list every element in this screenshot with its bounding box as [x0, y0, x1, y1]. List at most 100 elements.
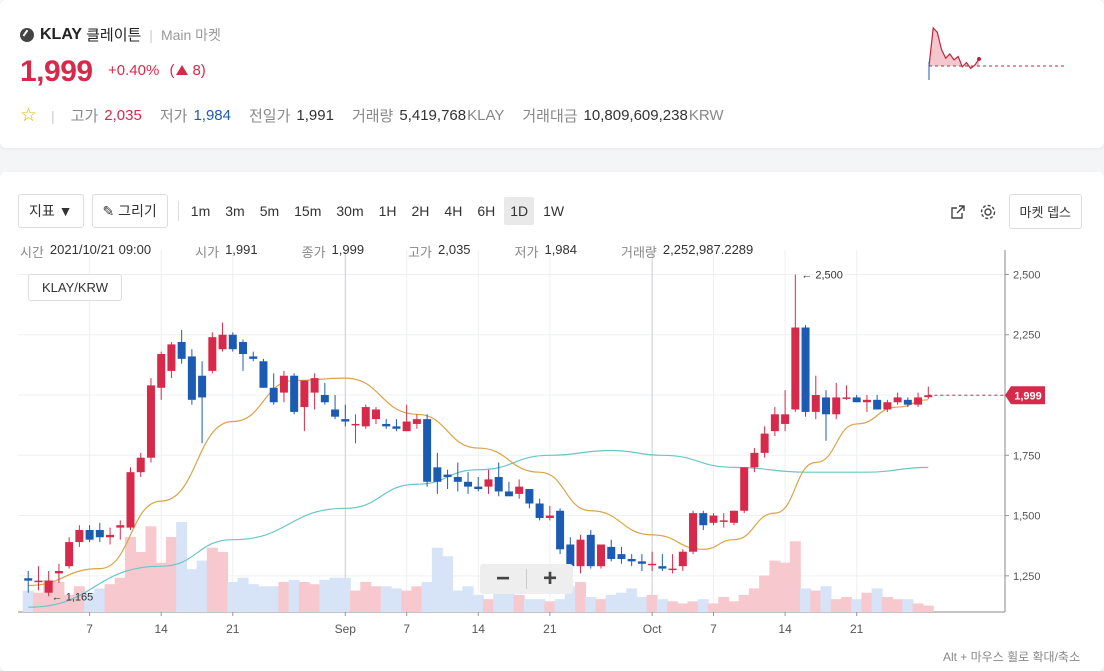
candle-body	[331, 409, 340, 417]
candle-body	[54, 571, 63, 574]
ticker-summary-card: KLAY 클레이튼 | Main 마켓 1,999 +0.40% (8) ☆ |…	[0, 0, 1104, 148]
x-tick-label: 7	[86, 622, 93, 636]
close-label: 종가	[301, 245, 326, 260]
volume-bar	[738, 594, 750, 612]
timeframe-4H[interactable]: 4H	[444, 203, 463, 219]
volume-bar	[53, 582, 65, 612]
volume-bar	[595, 599, 607, 612]
volume-bar	[759, 575, 771, 612]
candle-body	[392, 426, 401, 429]
y-tick-label: 2,500	[1013, 269, 1041, 281]
indicator-button[interactable]: 지표 ▼	[18, 194, 84, 228]
candle-body	[412, 419, 421, 424]
volume-bar	[523, 599, 535, 612]
candle-body	[576, 539, 585, 567]
volume-bar	[482, 599, 494, 612]
pair-label: KLAY/KRW	[28, 274, 122, 301]
timeframe-30m[interactable]: 30m	[336, 203, 364, 219]
low-value: 1,984	[193, 107, 231, 124]
timeframe-3m[interactable]: 3m	[225, 203, 245, 219]
external-link-icon[interactable]	[949, 203, 967, 221]
candle-body	[433, 467, 442, 482]
amount-label: 거래대금	[522, 108, 578, 125]
zoom-controls: − +	[480, 564, 573, 594]
candle-body	[586, 534, 595, 567]
low-label: 저가	[514, 245, 539, 260]
mini-last-point	[977, 57, 981, 62]
coin-title: KLAY 클레이튼 | Main 마켓	[20, 24, 221, 45]
candle-body	[351, 423, 360, 426]
candle-body	[218, 334, 227, 350]
candlestick-chart[interactable]: 2,5002,2502,0001,7501,5001,25071421Sep71…	[0, 172, 1104, 671]
x-tick-label: 7	[710, 622, 717, 636]
candle-body	[668, 568, 677, 571]
candle-body	[474, 486, 483, 490]
volume-bar	[298, 582, 310, 612]
candle-body	[310, 378, 319, 393]
x-tick-label: Sep	[335, 622, 357, 636]
star-icon[interactable]: ☆	[20, 105, 38, 126]
candle-body	[85, 530, 94, 540]
volume-bar	[728, 601, 740, 612]
high-label: 고가	[408, 245, 432, 260]
high-value: 2,035	[104, 107, 142, 124]
volume-label: 거래량	[621, 245, 657, 260]
market-depth-button[interactable]: 마켓 뎁스	[1008, 194, 1082, 229]
draw-button[interactable]: ✎ 그리기	[91, 194, 168, 228]
volume-bar	[268, 586, 280, 612]
zoom-in-button[interactable]: +	[542, 565, 557, 592]
candle-body	[924, 395, 933, 398]
prev-close-label: 전일가	[249, 108, 291, 125]
volume-bar	[677, 603, 689, 612]
candle-body	[95, 530, 104, 538]
candle-body	[873, 399, 882, 410]
candle-body	[750, 452, 759, 468]
zoom-out-button[interactable]: −	[495, 565, 510, 592]
time-value: 2021/10/21 09:00	[49, 242, 152, 257]
volume-bar	[114, 577, 126, 612]
candle-body	[494, 476, 503, 492]
candle-body	[627, 558, 636, 562]
candle-body	[208, 337, 217, 371]
volume-bar	[401, 590, 413, 612]
settings-gear-icon[interactable]	[979, 203, 997, 221]
volume-bar	[503, 586, 515, 612]
timeframe-6H[interactable]: 6H	[477, 203, 496, 219]
klay-logo-icon	[20, 27, 34, 42]
volume-bar	[922, 605, 934, 612]
change-percent: +0.40%	[108, 62, 160, 79]
candle-body	[371, 409, 380, 420]
y-tick-label: 1,500	[1013, 511, 1041, 523]
volume-unit: KLAY	[467, 107, 505, 124]
candle-body	[607, 546, 616, 559]
timeframe-5m[interactable]: 5m	[259, 203, 280, 219]
current-price-label: 1,999	[1014, 390, 1042, 402]
candle-body	[269, 387, 278, 403]
volume-bar	[687, 601, 699, 612]
timeframe-1m[interactable]: 1m	[190, 203, 211, 219]
x-tick-label: 14	[472, 622, 486, 636]
timeframe-15m[interactable]: 15m	[294, 203, 322, 219]
volume-bar	[237, 577, 249, 612]
coin-symbol: KLAY	[40, 25, 83, 43]
timeframe-1W[interactable]: 1W	[543, 203, 565, 219]
volume-bar	[575, 582, 587, 612]
timeframe-2H[interactable]: 2H	[411, 203, 430, 219]
ohlc-info-bar: 시간 2021/10/21 09:00 시가 1,991 종가 1,999 고가 2,0…	[20, 242, 797, 261]
toolbar-divider	[177, 201, 179, 221]
volume-bar	[718, 597, 730, 612]
mini-sparkline	[928, 26, 1065, 80]
volume-bar	[319, 579, 331, 612]
mini-line	[928, 26, 980, 70]
timeframe-1D[interactable]: 1D	[504, 197, 535, 225]
timeframe-1H[interactable]: 1H	[378, 203, 397, 219]
candle-body	[116, 525, 125, 528]
candle-body	[525, 489, 534, 504]
volume-bar	[789, 541, 801, 612]
candle-body	[484, 479, 493, 487]
volume-bar	[626, 588, 638, 612]
candle-body	[167, 344, 176, 371]
volume-bar	[32, 592, 44, 612]
volume-bar	[708, 603, 720, 612]
candle-body	[729, 510, 738, 523]
